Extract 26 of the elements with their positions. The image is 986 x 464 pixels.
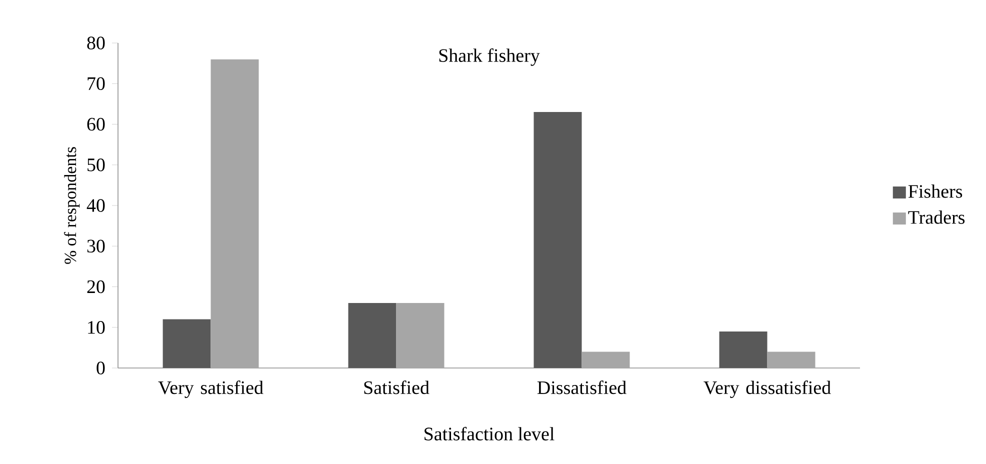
y-tick-label: 60	[87, 118, 105, 131]
legend-label: Traders	[908, 210, 965, 224]
y-tick-label: 50	[88, 158, 105, 172]
y-tick-label: 40	[86, 199, 105, 212]
x-tick-label: Very dissatisfied	[704, 380, 831, 398]
y-tick-label: 0	[96, 362, 105, 374]
chart-title: Shark fishery	[439, 48, 540, 66]
y-tick-label: 10	[88, 320, 105, 334]
x-axis-title: Satisfaction level	[424, 426, 554, 440]
bar	[719, 331, 768, 368]
bar	[396, 303, 444, 368]
bar	[348, 303, 396, 368]
x-tick-label: Very satisfied	[158, 380, 264, 398]
y-tick-label: 20	[87, 280, 105, 294]
bar	[534, 112, 582, 368]
y-tick-label: 30	[87, 240, 105, 253]
bar	[162, 319, 211, 368]
y-tick-label: 80	[87, 36, 105, 50]
y-axis-title: % of respondents	[64, 147, 80, 264]
legend-label: Fishers	[908, 184, 962, 198]
x-tick-label: Dissatisfied	[537, 380, 626, 394]
y-tick-label: 70	[88, 77, 105, 90]
x-tick-label: Satisfied	[364, 380, 430, 394]
bar	[767, 352, 816, 368]
bar	[210, 59, 259, 368]
bar	[582, 352, 630, 368]
